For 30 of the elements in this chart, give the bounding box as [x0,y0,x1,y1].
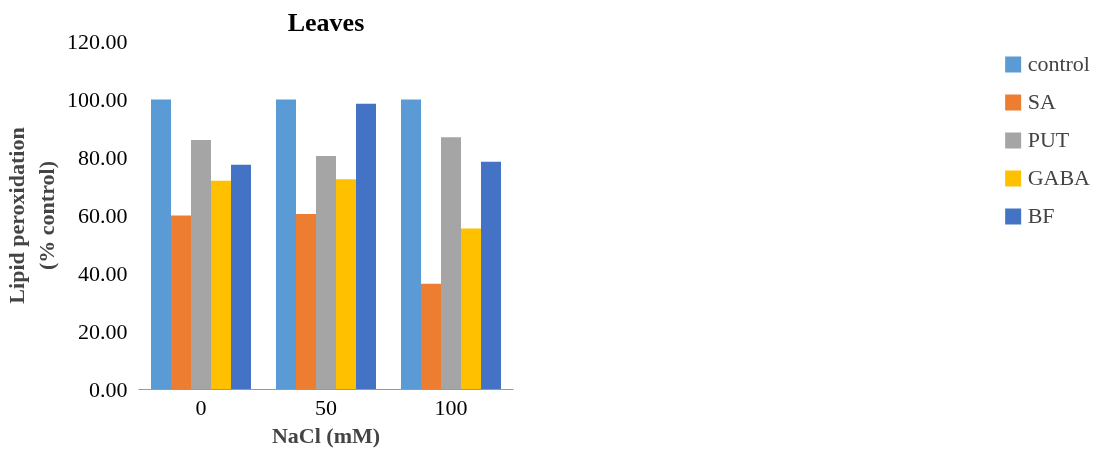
legend-label: GABA [1027,165,1090,191]
x-tick-label: 0 [195,394,207,420]
x-tick-label: 50 [315,394,337,420]
legend-label: SA [1027,89,1056,115]
bar [211,180,231,390]
bar [336,179,356,390]
bar [296,214,316,390]
legend-label: PUT [1027,127,1070,153]
bar [401,99,421,390]
bar [461,228,481,390]
y-tick-label: 80.00 [78,144,128,170]
y-tick-label: 120.00 [67,28,128,54]
legend-label: BF [1027,203,1055,229]
y-axis-title: Lipid peroxidation (% control) [4,127,59,304]
x-axis-title: NaCl (mM) [271,422,381,448]
y-tick-label: 40.00 [78,260,128,286]
bar [481,161,501,390]
bar [151,99,171,390]
legend-label: control [1027,51,1090,77]
bar [421,283,441,390]
bar [231,164,251,390]
y-tick-label: 20.00 [78,318,128,344]
y-tick-label: 60.00 [78,202,128,228]
bar [356,103,376,390]
y-tick-label: 100.00 [67,86,128,112]
x-tick-label: 100 [434,394,468,420]
bar [171,215,191,390]
chart-title: Leaves [287,7,365,37]
y-tick-label: 0.00 [89,376,128,402]
bar [276,99,296,390]
